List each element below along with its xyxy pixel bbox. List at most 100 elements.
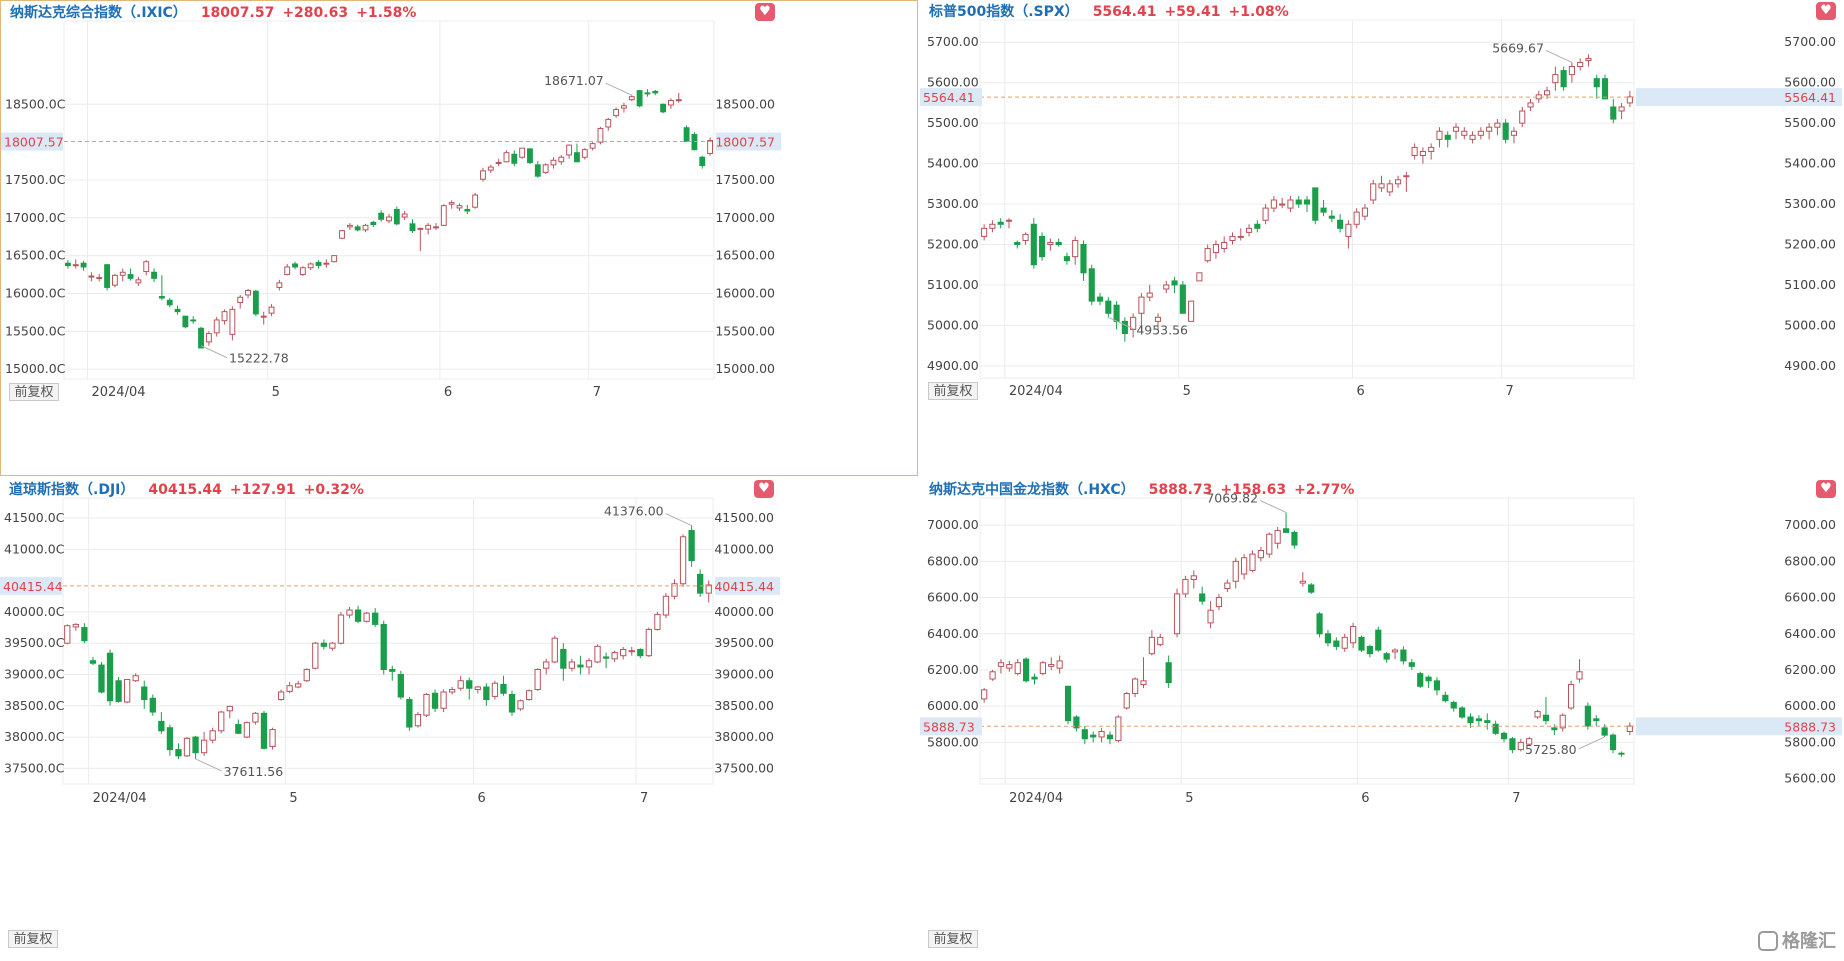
heart-icon[interactable]: ♥ (754, 480, 774, 498)
candle-body (1182, 578, 1189, 595)
chart-header: 纳斯达克中国金龙指数（.HXC） 5888.73 +158.63 +2.77% (929, 479, 1354, 499)
candle-body (141, 686, 148, 701)
y-tick-label-right: 16000.00 (715, 285, 775, 300)
candle-body (1023, 658, 1030, 682)
adjust-button[interactable]: 前复权 (8, 930, 58, 948)
candle-body (1081, 729, 1088, 740)
candle-body (1179, 284, 1186, 314)
candle-body (389, 668, 396, 672)
heart-icon[interactable]: ♥ (1816, 2, 1836, 20)
x-tick-label: 2024/04 (1009, 384, 1063, 399)
candle-body (585, 660, 593, 668)
y-tick-label-right: 7000.00 (1784, 517, 1836, 532)
candle-body (386, 216, 392, 222)
candle-body (534, 164, 541, 177)
candle-body (654, 613, 661, 630)
candle-body (500, 683, 507, 694)
candle-body (414, 714, 422, 727)
candle-body (115, 680, 122, 702)
candle-body (1337, 219, 1344, 229)
candle-body (72, 264, 79, 267)
candle-body (699, 156, 706, 167)
candle-body (1282, 528, 1290, 533)
candle-body (1459, 707, 1466, 718)
low-annotation: 5725.80 (1525, 742, 1577, 757)
candle-body (315, 261, 322, 266)
candle-body (568, 661, 576, 669)
candle-body (1312, 187, 1319, 221)
logo-icon (1758, 931, 1778, 951)
candle-body (1031, 676, 1038, 680)
last-price-tag-left: 5564.41 (923, 90, 975, 105)
index-name[interactable]: 纳斯达克中国金龙指数（.HXC） (929, 482, 1135, 498)
candle-body (1229, 235, 1236, 241)
candle-body (1386, 183, 1393, 193)
adjust-button[interactable]: 前复权 (928, 382, 978, 400)
candle-body (1121, 320, 1128, 335)
candle-body (1115, 716, 1122, 742)
candle-body (483, 686, 490, 701)
candle-body (508, 694, 516, 713)
candle-body (628, 650, 635, 653)
index-last: 5564.41 (1092, 4, 1157, 20)
index-name[interactable]: 道琼斯指数（.DJI） (9, 482, 135, 498)
candle-body (558, 156, 565, 163)
candle-body (183, 737, 191, 757)
candlestick-chart: 2024/04 5 6 7 4900.00 4900.00 5000.00 5000.00 51… (920, 19, 1842, 399)
candle-body (440, 205, 447, 226)
candle-body (198, 327, 204, 349)
heart-icon[interactable]: ♥ (755, 3, 775, 21)
candle-body (1320, 207, 1327, 213)
candle-body (1014, 241, 1021, 246)
x-tick-label: 6 (478, 791, 486, 806)
candle-body (200, 739, 208, 754)
y-tick-label-right: 38000.00 (714, 729, 774, 744)
last-price-tag-left: 18007.57 (4, 135, 64, 150)
y-tick-label-left: 6800.00 (927, 553, 979, 568)
index-name[interactable]: 纳斯达克综合指数（.IXIC） (10, 5, 187, 21)
heart-icon[interactable]: ♥ (1816, 480, 1836, 498)
candle-body (1254, 223, 1261, 229)
candle-body (668, 99, 674, 106)
candle-body (1601, 78, 1609, 100)
candle-body (1098, 731, 1105, 738)
y-tick-label-right: 5600.00 (1784, 75, 1836, 90)
candle-body (621, 105, 627, 109)
candle-body (393, 208, 400, 225)
candle-body (149, 697, 156, 713)
candle-body (589, 143, 596, 149)
plot-area (979, 497, 1635, 785)
candle-body (1173, 593, 1181, 635)
candle-body (1358, 636, 1365, 651)
y-tick-label-right: 6600.00 (1784, 590, 1836, 605)
adjust-button[interactable]: 前复权 (928, 930, 978, 948)
candle-body (1433, 680, 1441, 691)
candle-body (1467, 716, 1474, 723)
candle-body (1132, 678, 1139, 694)
candle-body (143, 261, 150, 273)
candle-body (286, 685, 293, 692)
candle-body (127, 274, 134, 279)
candle-body (1492, 723, 1499, 734)
candle-body (229, 308, 236, 335)
candle-body (252, 290, 259, 315)
y-tick-label-right: 18500.00 (715, 96, 775, 111)
candle-body (1274, 530, 1281, 544)
candle-body (1056, 660, 1063, 669)
adjust-button[interactable]: 前复权 (9, 383, 59, 401)
candle-body (1350, 626, 1357, 644)
candle-body (1527, 102, 1534, 108)
candle-body (218, 711, 225, 732)
candle-body (1577, 61, 1584, 68)
last-price-tag-right-bg (1636, 88, 1842, 107)
candle-body (284, 266, 291, 276)
candle-body (372, 612, 379, 625)
candle-body (1165, 662, 1172, 684)
candle-body (560, 648, 567, 669)
candle-body (1353, 211, 1360, 225)
candle-body (135, 279, 142, 284)
candle-body (448, 202, 455, 205)
candle-body (566, 144, 573, 156)
index-name[interactable]: 标普500指数（.SPX） (929, 4, 1079, 20)
candle-body (1469, 134, 1476, 140)
